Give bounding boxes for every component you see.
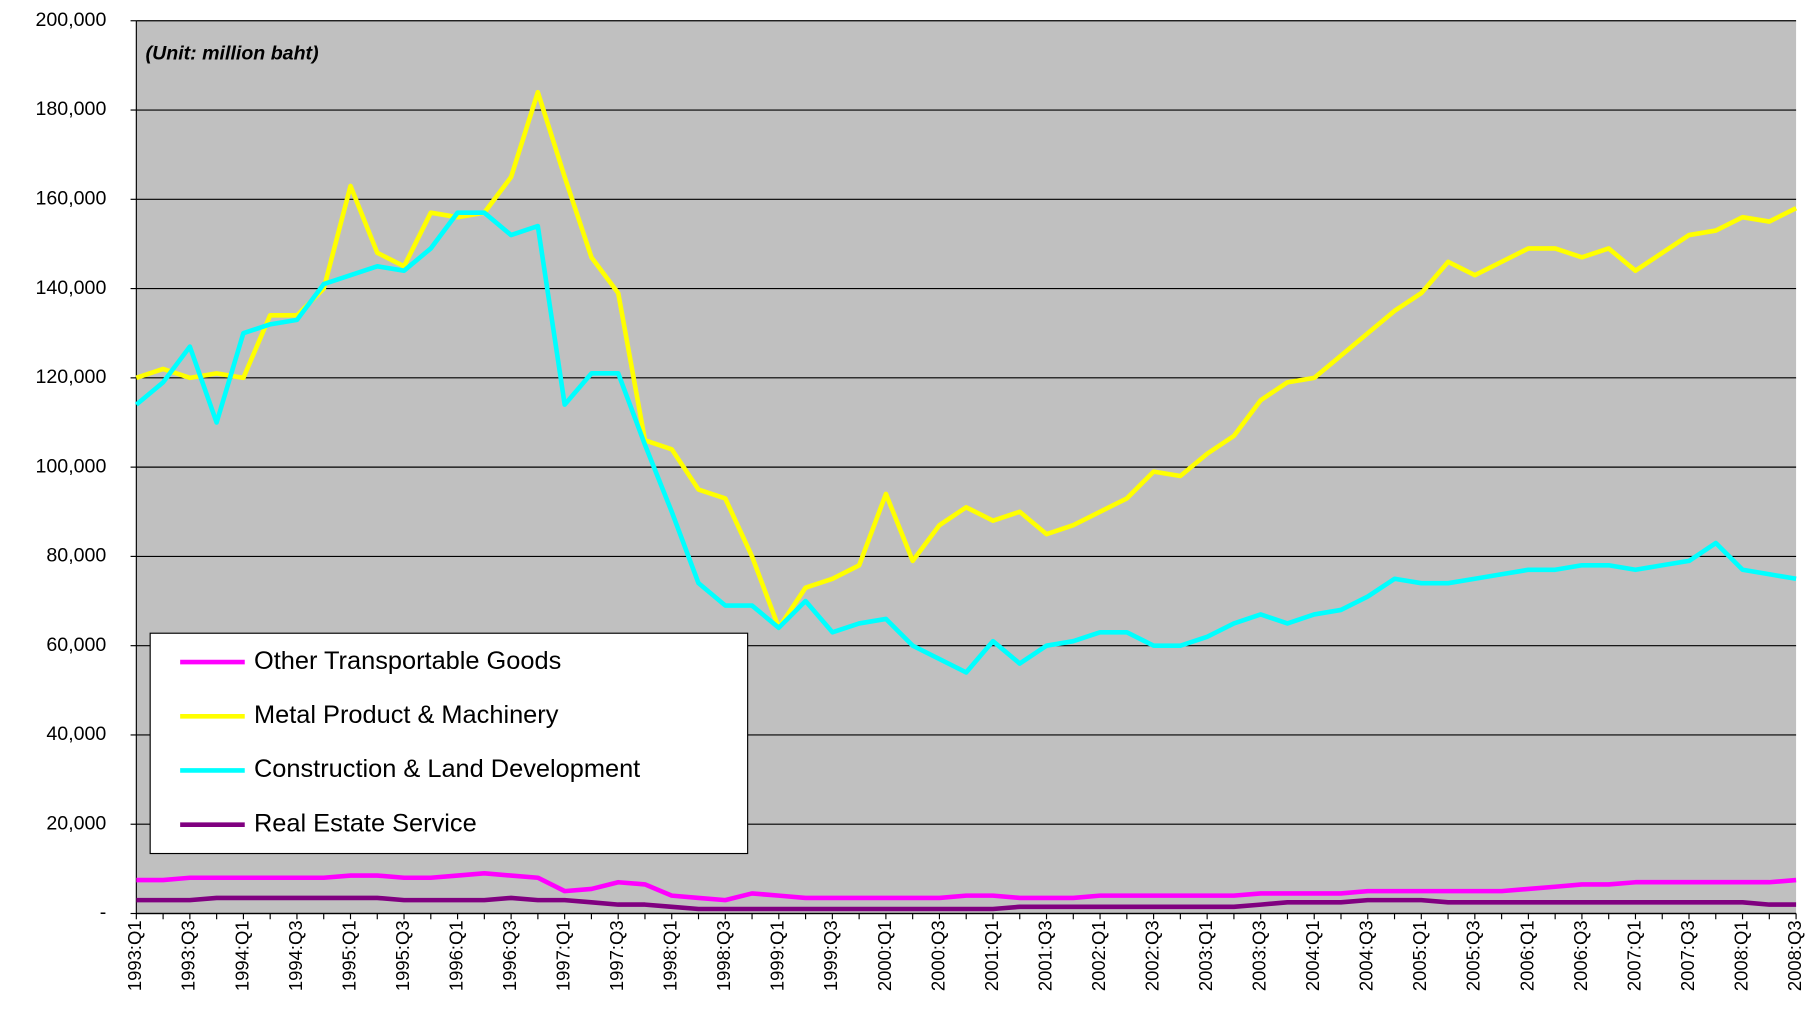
x-tick-label: 2001:Q1 xyxy=(981,920,1002,991)
x-tick-label: 2002:Q1 xyxy=(1088,920,1109,991)
x-tick-label: 1997:Q1 xyxy=(553,920,574,991)
series-line xyxy=(134,210,1797,675)
x-tick-label: 1999:Q3 xyxy=(820,920,841,991)
series-line xyxy=(136,871,1797,903)
x-tick-label: 2004:Q3 xyxy=(1356,920,1377,991)
x-tick-label: 1996:Q1 xyxy=(445,920,466,991)
annotation: (Unit: million baht) xyxy=(146,42,319,64)
x-tick-label: 2000:Q3 xyxy=(927,920,948,991)
legend-label: Construction & Land Development xyxy=(254,755,640,783)
legend-label: Other Transportable Goods xyxy=(254,647,561,675)
x-tick-label: 2006:Q3 xyxy=(1570,920,1591,991)
y-tick-label: 120,000 xyxy=(36,366,107,388)
x-tick-label: 1997:Q3 xyxy=(606,920,627,991)
y-tick-label: 40,000 xyxy=(46,723,106,745)
legend-box xyxy=(149,632,749,855)
y-tick-label: - xyxy=(100,902,107,924)
y-tick-label: 80,000 xyxy=(46,545,106,567)
y-tick-label: 100,000 xyxy=(36,455,107,477)
y-tick-label: 180,000 xyxy=(36,98,107,120)
y-tick-label: 200,000 xyxy=(36,9,107,31)
x-tick-label: 2000:Q1 xyxy=(874,920,895,991)
x-tick-label: 2007:Q1 xyxy=(1623,920,1644,991)
x-tick-label: 2007:Q3 xyxy=(1677,920,1698,991)
x-tick-label: 1995:Q1 xyxy=(338,920,359,991)
y-tick-label: 20,000 xyxy=(46,812,106,834)
x-tick-label: 1994:Q3 xyxy=(285,920,306,991)
x-tick-label: 2006:Q1 xyxy=(1516,920,1537,991)
x-tick-label: 1999:Q1 xyxy=(767,920,788,991)
x-tick-label: 2008:Q3 xyxy=(1784,920,1805,991)
x-tick-label: 2005:Q1 xyxy=(1409,920,1430,991)
x-tick-label: 1995:Q3 xyxy=(392,920,413,991)
legend-label: Real Estate Service xyxy=(254,809,477,837)
x-tick-label: 1996:Q3 xyxy=(499,920,520,991)
x-tick-label: 2003:Q1 xyxy=(1195,920,1216,991)
x-tick-label: 1993:Q3 xyxy=(178,920,199,991)
y-tick-label: 140,000 xyxy=(36,277,107,299)
x-tick-label: 1998:Q1 xyxy=(660,920,681,991)
x-tick-label: 1994:Q1 xyxy=(231,920,252,991)
legend-label: Metal Product & Machinery xyxy=(254,701,559,729)
x-tick-label: 1993:Q1 xyxy=(124,920,145,991)
x-tick-label: 2005:Q3 xyxy=(1463,920,1484,991)
series-line xyxy=(136,895,1797,912)
x-tick-label: 1998:Q3 xyxy=(713,920,734,991)
y-tick-label: 60,000 xyxy=(46,634,106,656)
x-tick-label: 2001:Q3 xyxy=(1034,920,1055,991)
y-tick-label: 160,000 xyxy=(36,187,107,209)
x-tick-label: 2008:Q1 xyxy=(1730,920,1751,991)
series-line xyxy=(135,89,1798,631)
x-tick-label: 2004:Q1 xyxy=(1302,920,1323,991)
x-tick-label: 2003:Q3 xyxy=(1249,920,1270,991)
x-tick-label: 2002:Q3 xyxy=(1141,920,1162,991)
